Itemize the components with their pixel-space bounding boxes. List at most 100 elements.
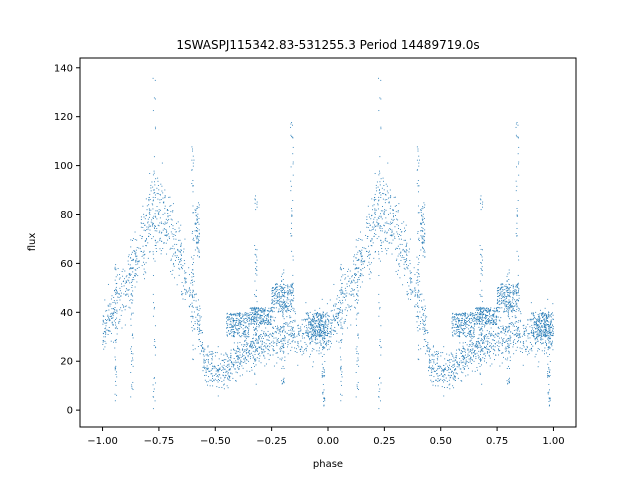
data-point <box>271 303 273 305</box>
data-point <box>531 318 533 320</box>
data-point <box>474 370 476 372</box>
data-point <box>387 248 389 249</box>
data-point <box>485 310 487 311</box>
data-point <box>311 328 313 329</box>
data-point <box>132 268 134 269</box>
data-point <box>294 347 296 349</box>
data-point <box>366 222 368 224</box>
data-point <box>140 250 142 252</box>
data-point <box>367 227 369 228</box>
data-point <box>448 379 450 381</box>
data-point <box>352 289 353 291</box>
data-point <box>319 334 321 336</box>
data-point <box>257 323 259 325</box>
data-point <box>419 294 421 296</box>
data-point <box>423 249 425 251</box>
data-point <box>263 333 265 335</box>
data-point <box>207 369 209 370</box>
data-point <box>330 333 332 335</box>
data-point <box>120 307 122 309</box>
data-point <box>160 183 162 185</box>
data-point <box>174 277 175 279</box>
data-point <box>462 342 464 344</box>
data-point <box>320 333 321 335</box>
data-point <box>277 299 279 301</box>
data-point <box>243 325 245 326</box>
data-point <box>459 349 461 351</box>
data-point <box>540 334 542 336</box>
data-point <box>265 347 267 349</box>
data-point <box>266 309 268 311</box>
data-point <box>228 330 230 331</box>
data-point <box>544 321 546 323</box>
data-point <box>229 375 231 377</box>
data-point <box>309 328 311 330</box>
data-point <box>503 327 504 329</box>
data-point <box>453 375 455 377</box>
data-point <box>457 373 459 375</box>
data-point <box>260 315 262 317</box>
data-point <box>462 345 464 347</box>
data-point <box>475 307 477 309</box>
data-point <box>286 311 288 313</box>
data-point <box>505 328 507 330</box>
data-point <box>107 319 109 321</box>
data-point <box>455 313 457 315</box>
data-point <box>235 371 237 373</box>
data-point <box>434 351 436 353</box>
data-point <box>292 137 294 139</box>
data-point <box>538 316 540 318</box>
data-point <box>311 336 313 338</box>
data-point <box>163 202 165 204</box>
data-point <box>249 356 251 358</box>
data-point <box>384 202 386 204</box>
data-point <box>482 313 484 315</box>
data-point <box>346 310 348 312</box>
data-point <box>174 255 176 257</box>
data-point <box>476 367 478 368</box>
data-point <box>544 335 546 337</box>
data-point <box>550 316 552 318</box>
data-point <box>198 240 200 241</box>
data-point <box>147 257 149 259</box>
data-point <box>243 330 245 332</box>
data-point <box>275 287 277 289</box>
data-point <box>259 321 261 323</box>
data-point <box>371 215 372 217</box>
data-point <box>496 323 498 325</box>
data-point <box>323 324 324 326</box>
data-point <box>204 374 205 376</box>
data-point <box>513 309 515 311</box>
data-point <box>478 342 480 344</box>
data-point <box>261 319 263 321</box>
data-point <box>392 239 394 241</box>
data-point <box>235 353 237 354</box>
data-point <box>447 369 449 371</box>
data-point <box>514 290 516 292</box>
data-point <box>237 367 239 369</box>
data-point <box>457 325 459 327</box>
data-point <box>154 325 156 327</box>
data-point <box>195 235 196 237</box>
data-point <box>518 330 520 332</box>
data-point <box>248 328 250 330</box>
data-point <box>293 330 295 332</box>
data-point <box>538 331 540 333</box>
data-point <box>294 333 295 334</box>
data-point <box>270 316 272 318</box>
data-point <box>545 317 547 319</box>
data-point <box>364 266 366 268</box>
data-point <box>326 329 328 331</box>
data-point <box>399 277 401 279</box>
data-point <box>268 350 270 352</box>
data-point <box>232 331 234 333</box>
data-point <box>272 316 274 318</box>
data-point <box>455 330 457 332</box>
data-point <box>273 328 275 329</box>
data-point <box>284 304 286 306</box>
data-point <box>152 384 154 386</box>
data-point <box>449 388 451 390</box>
data-point <box>193 328 195 330</box>
data-point <box>152 236 154 238</box>
data-point <box>147 221 149 223</box>
